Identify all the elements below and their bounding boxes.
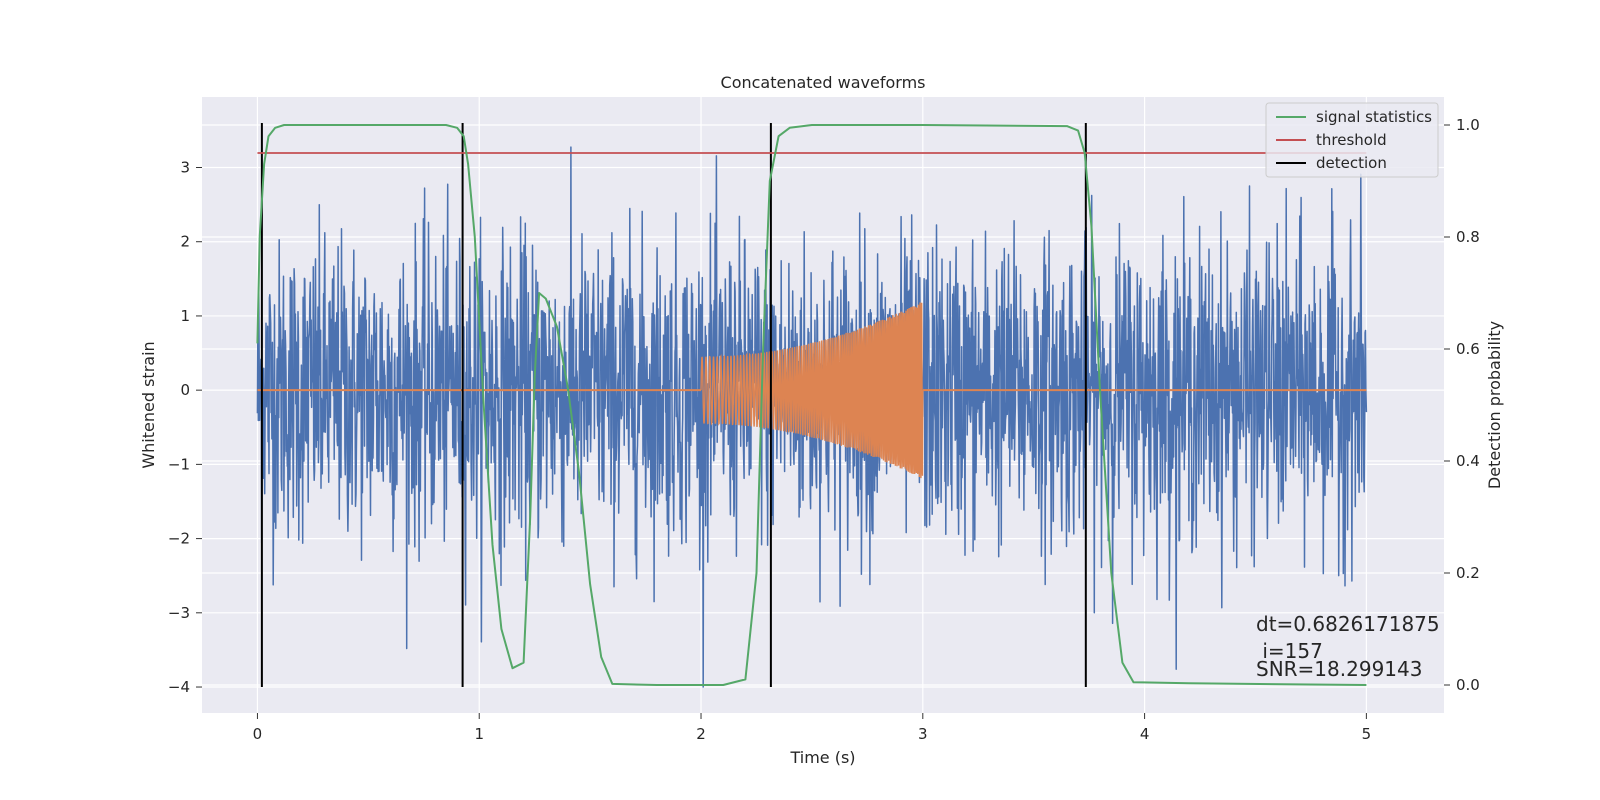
y-right-tick-label: 0.2 bbox=[1456, 564, 1480, 582]
x-tick-label: 4 bbox=[1140, 725, 1150, 743]
y-tick-label: 2 bbox=[180, 233, 190, 251]
y-axis-label-right: Detection probability bbox=[1485, 321, 1504, 489]
legend-box bbox=[1265, 102, 1439, 178]
x-tick-label: 5 bbox=[1362, 725, 1372, 743]
x-axis-label: Time (s) bbox=[789, 748, 855, 767]
y-right-tick-label: 1.0 bbox=[1456, 116, 1480, 134]
series-layer bbox=[256, 122, 1368, 688]
y-tick-label: −1 bbox=[168, 455, 190, 473]
template-chirp-line bbox=[700, 302, 924, 479]
legend-label-signal-statistics: signal statistics bbox=[1316, 108, 1432, 126]
legend-label-threshold: threshold bbox=[1316, 131, 1387, 149]
x-tick-label: 1 bbox=[474, 725, 484, 743]
x-tick-label: 0 bbox=[253, 725, 263, 743]
y-axis-right: 0.0 0.2 0.4 0.6 0.8 1.0 bbox=[1444, 116, 1480, 694]
y-right-tick-label: 0.4 bbox=[1456, 452, 1480, 470]
y-axis-label: Whitened strain bbox=[139, 341, 158, 468]
y-tick-label: 3 bbox=[180, 159, 190, 177]
x-axis: 0 1 2 3 4 5 bbox=[253, 713, 1371, 743]
y-tick-label: −4 bbox=[168, 678, 190, 696]
legend: signal statistics threshold detection bbox=[1265, 102, 1439, 178]
annotation-snr: SNR=18.299143 bbox=[1256, 657, 1422, 681]
chart-title: Concatenated waveforms bbox=[721, 73, 926, 92]
y-tick-label: −3 bbox=[168, 604, 190, 622]
signal-statistics-line bbox=[256, 124, 1367, 686]
y-tick-label: −2 bbox=[168, 530, 190, 548]
legend-label-detection: detection bbox=[1316, 154, 1387, 172]
y-tick-label: 1 bbox=[180, 307, 190, 325]
x-tick-label: 2 bbox=[696, 725, 706, 743]
y-right-tick-label: 0.8 bbox=[1456, 228, 1480, 246]
annotations: dt=0.6826171875 i=157 SNR=18.299143 bbox=[1256, 612, 1440, 681]
x-tick-label: 3 bbox=[918, 725, 928, 743]
y-right-tick-label: 0.6 bbox=[1456, 340, 1480, 358]
y-right-tick-label: 0.0 bbox=[1456, 676, 1480, 694]
y-tick-label: 0 bbox=[180, 381, 190, 399]
y-axis-left: −4 −3 −2 −1 0 1 2 3 bbox=[168, 159, 202, 696]
annotation-i: i=157 bbox=[1256, 639, 1323, 663]
annotation-dt: dt=0.6826171875 bbox=[1256, 612, 1440, 636]
